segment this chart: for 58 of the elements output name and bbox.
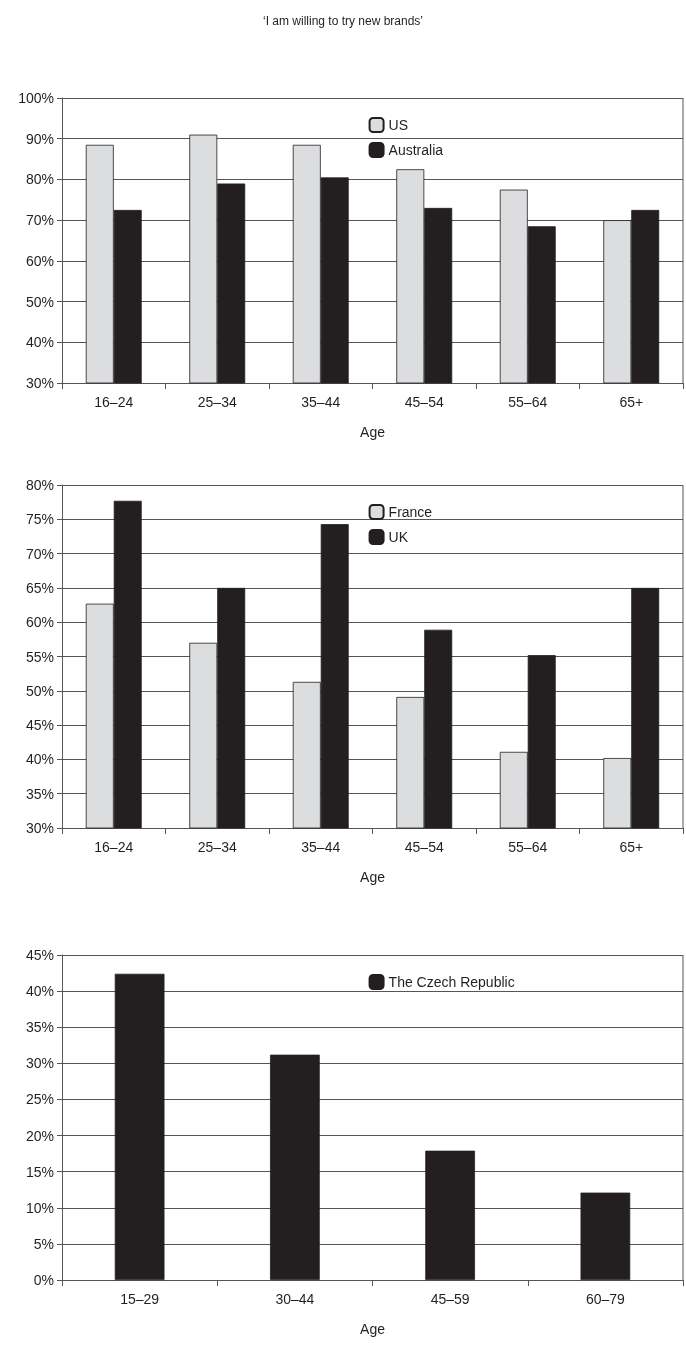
x-tick-label: 25–34: [197, 394, 237, 410]
x-tick-label: 15–29: [120, 1291, 160, 1307]
y-tick-label: 50%: [25, 293, 54, 310]
x-tick-label: 45–59: [430, 1291, 470, 1307]
x-tick-label: 60–79: [585, 1291, 626, 1307]
y-tick-label: 60%: [25, 252, 54, 269]
y-tick-label: 30%: [25, 1055, 54, 1072]
chart-title: ‘I am willing to try new brands’: [262, 14, 424, 28]
y-tick-label: 65%: [25, 579, 54, 596]
y-tick-label: 30%: [25, 375, 54, 391]
bar: [114, 973, 165, 1280]
x-axis-title: Age: [360, 869, 386, 885]
y-tick-label: 100%: [18, 90, 54, 106]
bar: [425, 1150, 475, 1280]
y-tick-label: 75%: [25, 511, 54, 528]
legend-label: Australia: [388, 142, 444, 158]
x-tick-label: 30–44: [275, 1291, 315, 1307]
y-tick-label: 10%: [25, 1199, 54, 1216]
x-tick-label: 55–64: [508, 394, 548, 410]
x-tick-label: 35–44: [301, 839, 341, 855]
y-tick-label: 40%: [25, 334, 54, 351]
y-tick-label: 35%: [25, 785, 54, 802]
legend-label: France: [388, 504, 433, 520]
bar: [270, 1054, 320, 1280]
y-tick-label: 55%: [25, 648, 54, 665]
y-tick-label: 90%: [25, 130, 54, 147]
x-tick-label: 16–24: [94, 839, 134, 855]
y-tick-label: 15%: [25, 1163, 54, 1180]
legend-label: US: [388, 117, 409, 133]
y-tick-label: 80%: [25, 171, 54, 188]
y-tick-label: 60%: [25, 614, 54, 631]
y-tick-label: 70%: [25, 545, 54, 562]
x-tick-label: 45–54: [404, 839, 444, 855]
y-tick-label: 40%: [25, 751, 54, 768]
x-tick-label: 65+: [619, 839, 644, 855]
y-tick-label: 45%: [25, 947, 54, 963]
y-tick-label: 5%: [33, 1235, 54, 1252]
x-tick-label: 55–64: [508, 839, 548, 855]
y-tick-label: 25%: [25, 1091, 54, 1108]
legend-label: UK: [388, 529, 409, 545]
bar: [580, 1192, 631, 1280]
y-tick-label: 40%: [25, 983, 54, 1000]
y-tick-label: 0%: [33, 1272, 54, 1288]
x-tick-label: 25–34: [197, 839, 237, 855]
y-tick-label: 50%: [25, 682, 54, 699]
legend-label: The Czech Republic: [388, 974, 515, 990]
y-tick-label: 20%: [25, 1127, 54, 1144]
x-tick-label: 65+: [619, 394, 644, 410]
y-tick-label: 30%: [25, 820, 54, 836]
x-tick-label: 35–44: [301, 394, 341, 410]
y-tick-label: 35%: [25, 1019, 54, 1036]
y-tick-label: 70%: [25, 212, 54, 229]
y-tick-label: 45%: [25, 717, 54, 734]
x-tick-label: 45–54: [404, 394, 444, 410]
x-axis-title: Age: [360, 424, 386, 440]
y-tick-label: 80%: [25, 477, 54, 493]
x-axis-title: Age: [360, 1321, 386, 1337]
x-tick-label: 16–24: [94, 394, 134, 410]
